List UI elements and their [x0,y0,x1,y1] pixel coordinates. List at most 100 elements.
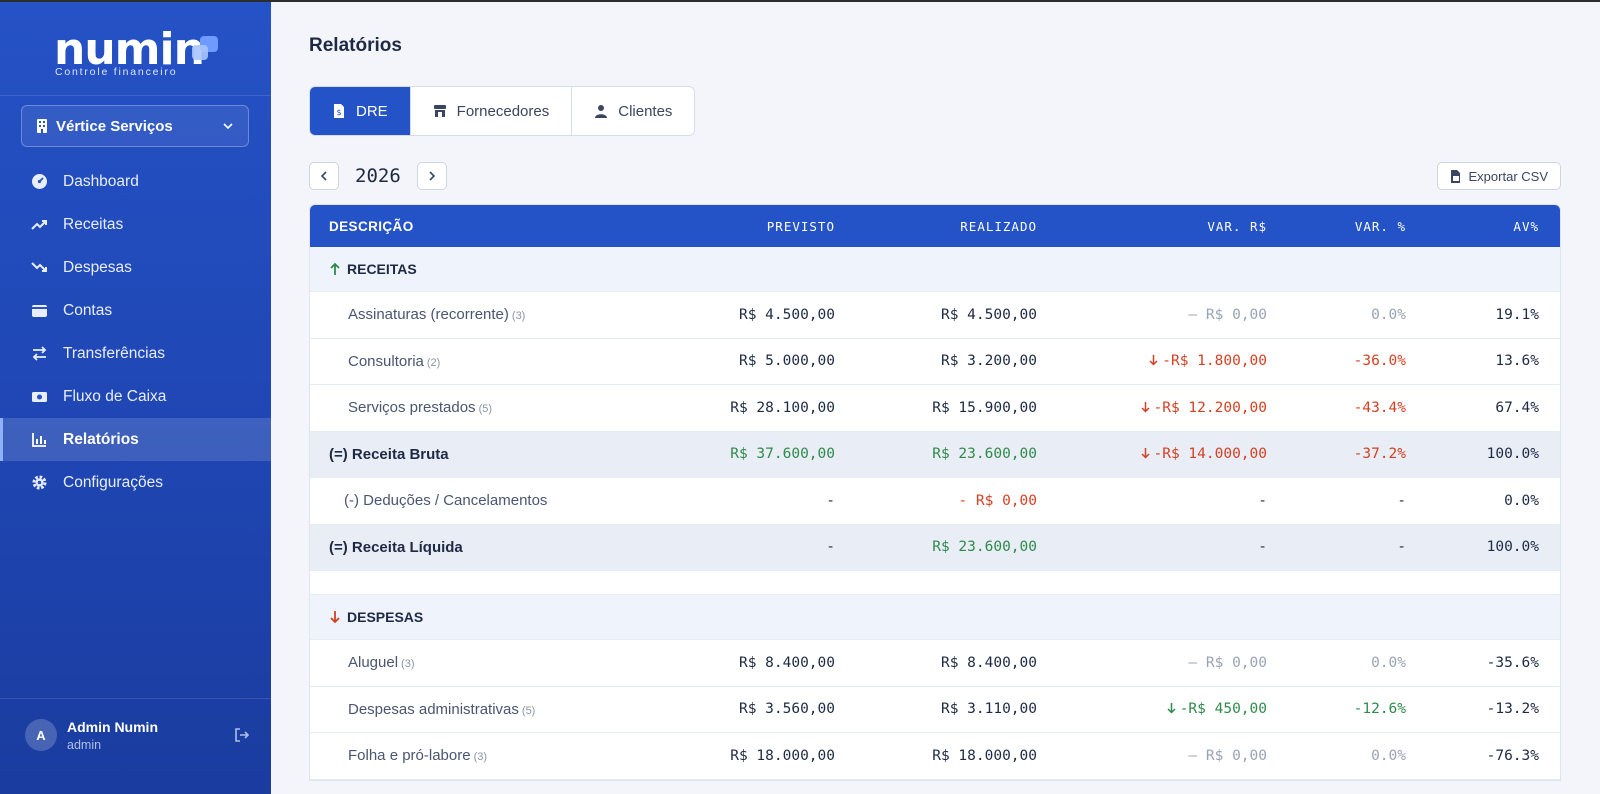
sidebar-item-relatorios[interactable]: Relatórios [0,418,271,461]
row-description: Consultoria [348,352,424,370]
app-logo[interactable]: numin Controle financeiro [54,28,224,80]
cell-av: -13.2% [1486,701,1539,718]
user-name: Admin Numin [67,718,158,735]
previous-year-button[interactable] [309,162,339,190]
table-row[interactable]: Aluguel (3) R$ 8.400,00 R$ 8.400,00 — R$ … [310,640,1560,687]
chevron-down-icon [223,123,233,130]
cell-var-pct: -12.6% [1353,701,1406,718]
sidebar-item-label: Receitas [63,215,124,233]
sidebar-item-label: Despesas [63,258,132,276]
cell-av: -76.3% [1486,747,1539,764]
cell-previsto: R$ 4.500,00 [738,306,835,323]
sidebar-item-label: Fluxo de Caixa [63,387,167,405]
year-value: 2026 [355,165,401,187]
row-count: (2) [426,356,441,369]
chevron-right-icon [429,171,435,181]
row-description: (=) Receita Bruta [329,445,449,463]
cell-previsto: R$ 8.400,00 [738,654,835,671]
cell-av: 67.4% [1495,399,1539,416]
cash-icon [31,388,48,405]
cell-var-rs: - [1258,539,1267,556]
logo-subtitle: Controle financeiro [55,66,178,78]
sidebar-item-contas[interactable]: Contas [0,289,271,332]
trending-up-icon [31,216,48,233]
bar-chart-icon [31,431,48,448]
svg-text:$: $ [336,108,341,117]
arrow-up-icon [330,262,340,275]
column-header[interactable]: AV% [1513,218,1539,234]
section-row-despesas[interactable]: DESPESAS [310,595,1560,640]
cell-av: 100.0% [1486,539,1539,556]
section-row-receitas[interactable]: RECEITAS [310,247,1560,292]
table-row[interactable]: Serviços prestados (5) R$ 28.100,00 R$ 15… [310,385,1560,432]
table-row[interactable]: Assinaturas (recorrente) (3) R$ 4.500,00 … [310,292,1560,339]
cell-previsto: R$ 18.000,00 [730,747,835,764]
sidebar-item-fluxo-de-caixa[interactable]: Fluxo de Caixa [0,375,271,418]
sidebar-item-label: Configurações [63,473,163,491]
sidebar-item-configuracoes[interactable]: Configurações [0,461,271,504]
cell-av: 0.0% [1504,492,1539,509]
cell-var-pct: 0.0% [1371,306,1406,323]
cell-av: 100.0% [1486,446,1539,463]
column-header[interactable]: DESCRIÇÃO [329,218,414,234]
row-description: Assinaturas (recorrente) [348,306,509,324]
column-header[interactable]: REALIZADO [960,218,1037,234]
tab-label: Clientes [618,102,673,120]
table-row[interactable]: (-) Deduções / Cancelamentos - - R$ 0,00… [310,478,1560,525]
sidebar-item-dashboard[interactable]: Dashboard [0,160,271,203]
cell-previsto: R$ 3.560,00 [738,701,835,718]
section-spacer [310,571,1560,595]
sidebar-item-receitas[interactable]: Receitas [0,203,271,246]
tab-clientes[interactable]: Clientes [572,87,694,135]
section-label: DESPESAS [347,609,424,625]
sidebar-item-despesas[interactable]: Despesas [0,246,271,289]
sidebar-item-label: Relatórios [63,430,139,448]
cell-var-rs: -R$ 14.000,00 [1153,446,1268,463]
cell-realizado: R$ 8.400,00 [940,654,1037,671]
sidebar-nav: Dashboard Receitas Despesas Contas Trans… [0,160,271,504]
table-row[interactable]: Folha e pró-labore (3) R$ 18.000,00 R$ 18… [310,733,1560,780]
sidebar-divider [0,95,271,96]
user-role: admin [67,737,102,752]
tab-fornecedores[interactable]: Fornecedores [411,87,573,135]
table-row-total[interactable]: (=) Receita Líquida - R$ 23.600,00 - - 1… [310,524,1560,571]
arrow-down-icon [1140,401,1150,413]
file-export-icon [1450,169,1460,183]
cell-av: 13.6% [1495,353,1539,370]
cell-av: -35.6% [1486,654,1539,671]
cell-realizado: R$ 3.200,00 [940,353,1037,370]
column-header[interactable]: PREVISTO [766,218,835,234]
cell-realizado: R$ 23.600,00 [932,539,1037,556]
cell-realizado: R$ 4.500,00 [940,306,1037,323]
tab-label: Fornecedores [456,102,550,120]
avatar[interactable]: A [25,719,57,751]
cell-previsto: R$ 5.000,00 [738,353,835,370]
export-csv-button[interactable]: Exportar CSV [1436,162,1561,190]
sidebar-item-label: Dashboard [63,172,139,190]
building-icon [37,119,47,133]
cell-var-rs: -R$ 12.200,00 [1153,399,1268,416]
cell-var-rs: - [1258,492,1267,509]
column-header[interactable]: VAR. R$ [1207,218,1267,234]
table-row[interactable]: Consultoria (2) R$ 5.000,00 R$ 3.200,00 -… [310,339,1560,385]
sidebar-item-transferencias[interactable]: Transferências [0,332,271,375]
cell-var-pct: 0.0% [1371,654,1406,671]
tab-dre[interactable]: $ DRE [310,87,411,135]
document-icon: $ [334,104,344,118]
transfer-icon [31,345,48,362]
export-label: Exportar CSV [1468,168,1548,184]
column-header[interactable]: VAR. % [1354,218,1406,234]
logout-icon[interactable] [234,727,250,743]
table-row-total[interactable]: (=) Receita Bruta R$ 37.600,00 R$ 23.600… [310,431,1560,478]
sidebar-item-label: Transferências [63,344,165,362]
report-tabs: $ DRE Fornecedores Clientes [309,86,696,136]
row-description: Serviços prestados [348,399,476,417]
cell-previsto: - [826,539,835,556]
cell-previsto: R$ 37.600,00 [730,446,835,463]
table-row[interactable]: Despesas administrativas (5) R$ 3.560,00 … [310,687,1560,733]
sidebar-item-label: Contas [63,301,113,319]
company-select[interactable]: Vértice Serviços [21,105,249,147]
row-count: (3) [473,751,488,764]
next-year-button[interactable] [416,162,447,190]
year-selector: 2026 [309,162,447,190]
